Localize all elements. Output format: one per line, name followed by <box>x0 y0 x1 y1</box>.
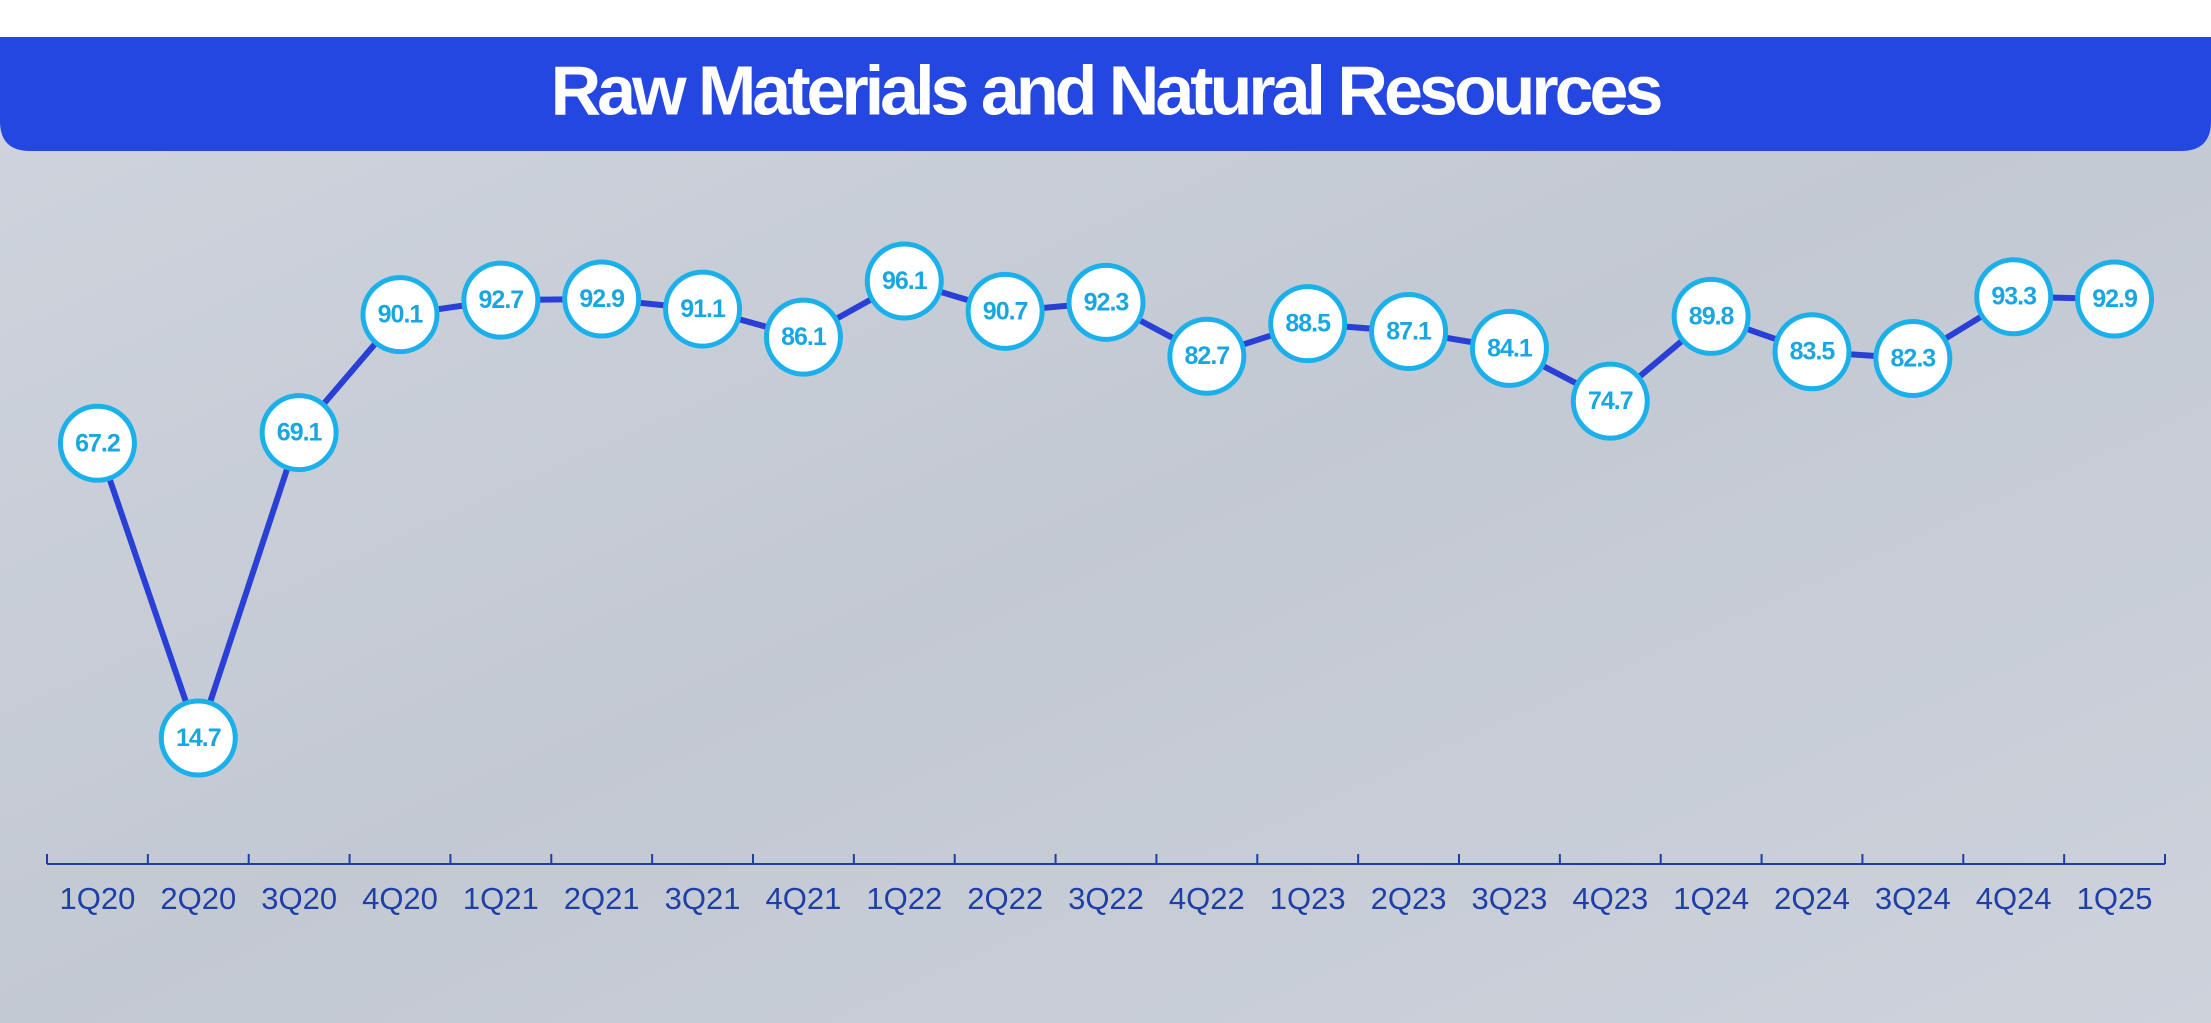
value-label: 82.3 <box>1891 344 1936 372</box>
x-tick-label: 1Q21 <box>463 881 539 916</box>
x-tick-label: 2Q21 <box>564 881 640 916</box>
value-label: 92.7 <box>479 286 524 314</box>
value-label: 74.7 <box>1588 387 1633 415</box>
x-tick-label: 2Q24 <box>1774 881 1850 916</box>
marker <box>1974 257 2054 337</box>
marker <box>259 393 339 473</box>
marker <box>461 260 541 340</box>
marker <box>562 259 642 339</box>
value-label: 92.9 <box>579 285 624 313</box>
value-label: 88.5 <box>1285 310 1331 338</box>
x-tick-label: 4Q22 <box>1169 881 1245 916</box>
value-label: 93.3 <box>1991 283 2036 311</box>
marker <box>1469 308 1549 388</box>
value-label: 89.8 <box>1689 302 1735 330</box>
marker <box>158 698 238 778</box>
marker <box>864 241 944 321</box>
chart-title: Raw Materials and Natural Resources <box>551 51 1662 129</box>
marker <box>1671 276 1751 356</box>
x-tick-label: 1Q23 <box>1270 881 1346 916</box>
value-label: 67.2 <box>75 429 120 457</box>
x-tick-label: 3Q24 <box>1875 881 1951 916</box>
value-label: 83.5 <box>1790 338 1836 366</box>
x-tick-label: 4Q24 <box>1976 881 2052 916</box>
value-label: 90.1 <box>378 301 424 329</box>
x-tick-label: 2Q22 <box>967 881 1043 916</box>
value-label: 82.7 <box>1185 342 1230 370</box>
x-tick-label: 1Q20 <box>60 881 136 916</box>
x-tick-label: 3Q22 <box>1068 881 1144 916</box>
value-label: 86.1 <box>781 323 827 351</box>
value-label: 84.1 <box>1487 334 1533 362</box>
value-label: 14.7 <box>176 724 221 752</box>
x-tick-label: 3Q21 <box>665 881 741 916</box>
value-label: 92.3 <box>1084 288 1129 316</box>
value-label: 92.9 <box>2092 285 2137 313</box>
x-tick-label: 2Q23 <box>1371 881 1447 916</box>
background <box>0 37 2211 1023</box>
marker <box>1873 318 1953 398</box>
value-label: 69.1 <box>277 419 323 447</box>
value-label: 91.1 <box>680 295 726 323</box>
marker <box>57 403 137 483</box>
x-tick-label: 1Q22 <box>866 881 942 916</box>
value-label: 96.1 <box>882 267 928 295</box>
marker <box>1167 316 1247 396</box>
marker <box>1066 262 1146 342</box>
x-tick-label: 3Q23 <box>1472 881 1548 916</box>
marker <box>663 269 743 349</box>
x-tick-label: 4Q23 <box>1572 881 1648 916</box>
x-tick-label: 4Q21 <box>766 881 842 916</box>
marker <box>763 297 843 377</box>
marker <box>1570 361 1650 441</box>
x-tick-label: 1Q25 <box>2077 881 2153 916</box>
marker <box>360 275 440 355</box>
x-tick-label: 2Q20 <box>160 881 236 916</box>
marker <box>1369 292 1449 372</box>
marker <box>1772 312 1852 392</box>
value-label: 90.7 <box>983 297 1028 325</box>
x-tick-label: 1Q24 <box>1673 881 1749 916</box>
value-label: 87.1 <box>1386 318 1432 346</box>
header-band <box>0 37 2211 151</box>
marker <box>2075 259 2155 339</box>
marker <box>1268 284 1348 364</box>
x-tick-label: 4Q20 <box>362 881 438 916</box>
x-tick-label: 3Q20 <box>261 881 337 916</box>
marker <box>965 271 1045 351</box>
